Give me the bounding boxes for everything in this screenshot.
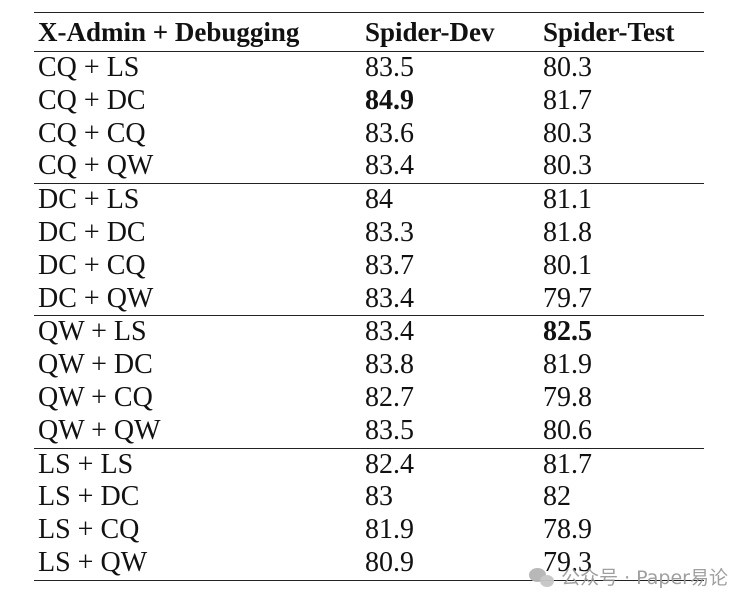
table-body: CQ + LS 83.5 80.3 CQ + DC 84.9 81.7 CQ +… — [34, 52, 704, 581]
config-cell: CQ + LS — [38, 52, 140, 83]
table-row: DC + QW 83.4 79.7 — [34, 283, 704, 316]
spider-test-cell: 80.6 — [543, 414, 592, 446]
spider-test-cell: 81.9 — [543, 349, 592, 381]
config-cell: QW + DC — [38, 349, 153, 381]
results-table-container: X-Admin + Debugging Spider-Dev Spider-Te… — [34, 12, 704, 581]
spider-test-cell: 80.3 — [543, 150, 592, 182]
table-row: QW + LS 83.4 82.5 — [34, 315, 704, 350]
spider-dev-cell: 83.4 — [361, 315, 539, 350]
spider-dev-cell: 84 — [361, 183, 539, 217]
spider-test-cell: 81.7 — [539, 447, 704, 482]
spider-dev-cell: 83.5 — [365, 414, 414, 446]
spider-test-cell: 79.3 — [539, 546, 704, 581]
spider-dev-cell-best: 84.9 — [365, 84, 414, 116]
spider-dev-cell: 80.9 — [361, 546, 539, 581]
spider-test-cell: 78.9 — [543, 514, 592, 546]
results-table: X-Admin + Debugging Spider-Dev Spider-Te… — [34, 12, 704, 581]
watermark: 公众号 · Paper易论 — [529, 563, 728, 590]
spider-dev-cell: 83.8 — [365, 349, 414, 381]
config-cell: CQ + QW — [38, 150, 154, 182]
config-cell: CQ + CQ — [38, 117, 146, 149]
spider-test-cell: 81.8 — [543, 216, 592, 248]
config-cell: QW + CQ — [38, 381, 153, 413]
table-row: LS + DC 83 82 — [34, 481, 704, 514]
spider-dev-cell: 81.9 — [365, 514, 414, 546]
header-spider-test: Spider-Test — [539, 12, 704, 52]
spider-test-cell: 80.3 — [543, 117, 592, 149]
config-cell: DC + QW — [38, 282, 154, 314]
table-row: LS + LS 82.4 81.7 — [34, 447, 704, 482]
table-header: X-Admin + Debugging Spider-Dev Spider-Te… — [34, 12, 704, 52]
config-cell: QW + LS — [34, 315, 361, 350]
table-row: QW + DC 83.8 81.9 — [34, 349, 704, 382]
config-cell: LS + QW — [34, 546, 361, 581]
spider-test-cell: 79.8 — [543, 381, 592, 413]
table-row: DC + DC 83.3 81.8 — [34, 217, 704, 250]
table-row: DC + LS 84 81.1 — [34, 183, 704, 217]
spider-test-cell: 80.3 — [543, 52, 592, 83]
header-spider-dev: Spider-Dev — [361, 12, 539, 52]
table-row: QW + CQ 82.7 79.8 — [34, 382, 704, 415]
spider-test-cell: 82 — [543, 481, 571, 513]
config-cell: QW + QW — [38, 414, 161, 446]
spider-test-cell: 79.7 — [543, 282, 592, 314]
config-cell: LS + LS — [34, 447, 361, 482]
config-cell: LS + DC — [38, 481, 140, 513]
table-row: CQ + DC 84.9 81.7 — [34, 85, 704, 118]
spider-dev-cell: 83.6 — [365, 117, 414, 149]
spider-dev-cell: 83.4 — [365, 282, 414, 314]
config-cell: DC + LS — [34, 183, 361, 217]
spider-test-cell-best: 82.5 — [539, 315, 704, 350]
spider-dev-cell: 83.4 — [365, 150, 414, 182]
config-cell: DC + DC — [38, 216, 146, 248]
table-row: CQ + LS 83.5 80.3 — [34, 52, 704, 85]
spider-test-cell: 81.1 — [539, 183, 704, 217]
config-cell: CQ + DC — [38, 84, 146, 116]
table-row: LS + CQ 81.9 78.9 — [34, 514, 704, 547]
spider-dev-cell: 82.4 — [361, 447, 539, 482]
wechat-icon — [529, 566, 555, 588]
spider-dev-cell: 83 — [365, 481, 393, 513]
table-row: QW + QW 83.5 80.6 — [34, 415, 704, 448]
spider-dev-cell: 82.7 — [365, 381, 414, 413]
config-cell: DC + CQ — [38, 249, 146, 281]
table-row: CQ + CQ 83.6 80.3 — [34, 118, 704, 151]
watermark-text: 公众号 · Paper易论 — [561, 567, 728, 589]
table-row: DC + CQ 83.7 80.1 — [34, 250, 704, 283]
spider-dev-cell: 83.5 — [365, 52, 414, 83]
table-row: LS + QW 80.9 79.3 — [34, 546, 704, 581]
spider-test-cell: 81.7 — [543, 84, 592, 116]
spider-dev-cell: 83.7 — [365, 249, 414, 281]
table-row: CQ + QW 83.4 80.3 — [34, 150, 704, 183]
header-config: X-Admin + Debugging — [34, 12, 361, 52]
header-row: X-Admin + Debugging Spider-Dev Spider-Te… — [34, 12, 704, 52]
config-cell: LS + CQ — [38, 514, 140, 546]
spider-test-cell: 80.1 — [543, 249, 592, 281]
spider-dev-cell: 83.3 — [365, 216, 414, 248]
